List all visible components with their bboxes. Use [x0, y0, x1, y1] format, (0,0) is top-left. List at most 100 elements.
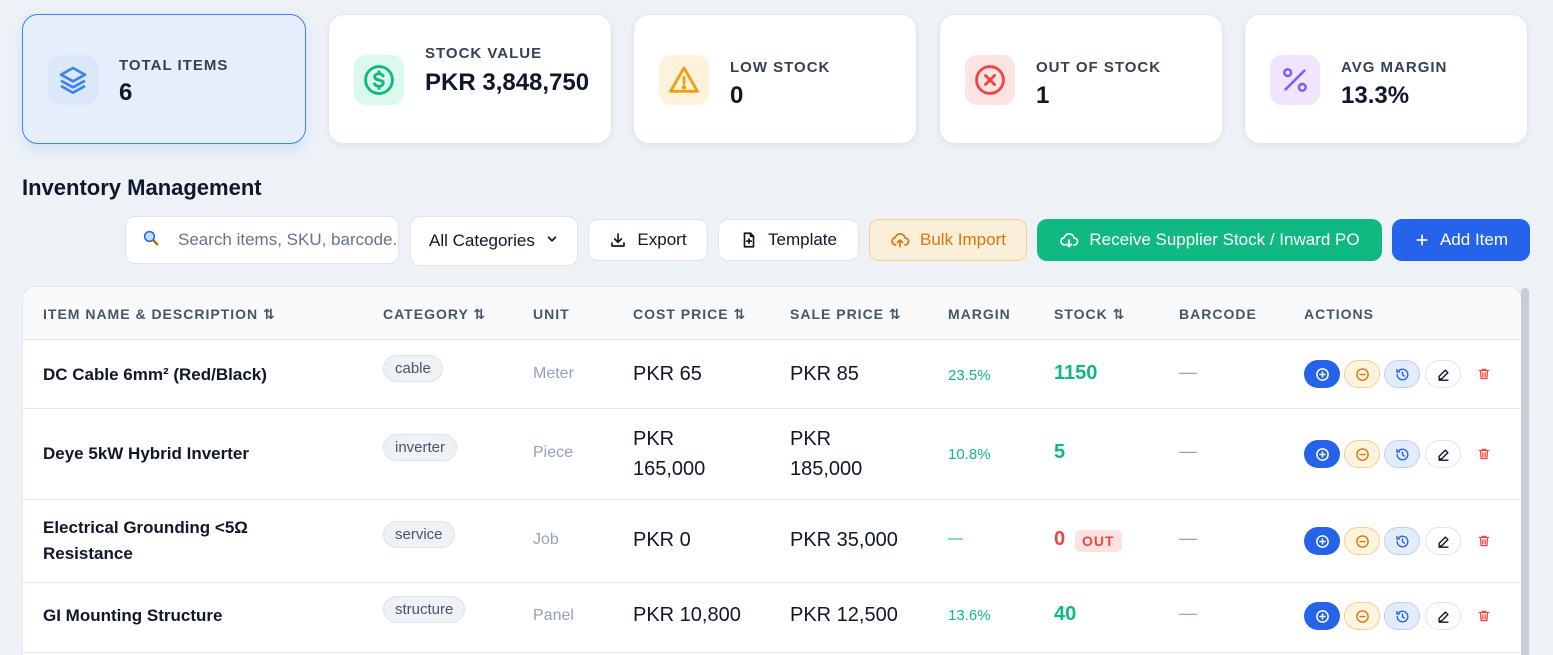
edit-button[interactable]: [1425, 602, 1461, 630]
out-of-stock-badge: OUT: [1075, 530, 1122, 552]
item-name: DC Cable 6mm² (Red/Black): [43, 365, 267, 384]
category-badge: cable: [383, 355, 443, 382]
delete-button[interactable]: [1472, 527, 1496, 555]
table-scrollbar[interactable]: [1521, 288, 1529, 655]
add-item-button[interactable]: Add Item: [1392, 219, 1530, 261]
edit-icon: [1437, 448, 1449, 461]
remove-stock-button[interactable]: [1344, 440, 1380, 468]
edit-icon: [1437, 610, 1449, 623]
barcode-value: —: [1179, 603, 1197, 623]
margin-value: —: [948, 530, 963, 547]
barcode-value: —: [1179, 362, 1197, 382]
column-header-barcode: BARCODE: [1179, 306, 1257, 322]
column-header-stock[interactable]: STOCK ⇅: [1054, 306, 1126, 322]
stat-card-avg-margin[interactable]: AVG MARGIN 13.3%: [1244, 14, 1528, 144]
stat-label: TOTAL ITEMS: [119, 57, 229, 74]
category-select-value: All Categories: [429, 231, 535, 250]
x-circle-icon: [965, 55, 1015, 105]
add-stock-button[interactable]: [1304, 360, 1340, 388]
category-badge: inverter: [383, 434, 458, 461]
bulk-import-button[interactable]: Bulk Import: [869, 219, 1027, 261]
cost-price: PKR 65: [633, 363, 702, 385]
search-input[interactable]: [178, 230, 398, 250]
item-unit: Meter: [533, 365, 574, 382]
stat-label: OUT OF STOCK: [1036, 59, 1162, 76]
add-stock-button[interactable]: [1304, 440, 1340, 468]
add-stock-button[interactable]: [1304, 602, 1340, 630]
margin-value: 10.8%: [948, 446, 991, 463]
stat-value: 0: [730, 82, 744, 109]
item-unit: Piece: [533, 444, 574, 461]
sale-price: PKR 185,000: [790, 428, 863, 480]
column-header-sale[interactable]: SALE PRICE ⇅: [790, 306, 902, 322]
delete-button[interactable]: [1472, 602, 1496, 630]
table-row: Electrical Grounding <5Ω Resistance serv…: [23, 500, 1521, 583]
history-button[interactable]: [1384, 360, 1420, 388]
margin-value: 23.5%: [948, 367, 991, 384]
stat-card-low-stock[interactable]: LOW STOCK 0: [633, 14, 917, 144]
receive-supplier-stock-button[interactable]: Receive Supplier Stock / Inward PO: [1037, 219, 1382, 261]
edit-icon: [1437, 535, 1449, 548]
item-unit: Job: [533, 531, 559, 548]
edit-button[interactable]: [1425, 440, 1461, 468]
column-header-unit: UNIT: [533, 306, 570, 322]
page-title: Inventory Management: [22, 175, 262, 200]
column-header-name[interactable]: ITEM NAME & DESCRIPTION ⇅: [43, 306, 276, 322]
table-row: Deye 5kW Hybrid Inverter inverter Piece …: [23, 409, 1521, 500]
minus-circle-icon: [1355, 447, 1369, 461]
receive-supplier-stock-label: Receive Supplier Stock / Inward PO: [1089, 230, 1360, 249]
bulk-import-label: Bulk Import: [920, 230, 1006, 249]
trash-icon: [1478, 610, 1490, 622]
stat-value: 6: [119, 79, 133, 106]
plus-circle-icon: [1315, 534, 1329, 548]
history-button[interactable]: [1384, 602, 1420, 630]
history-button[interactable]: [1384, 440, 1420, 468]
sale-price: PKR 35,000: [790, 529, 898, 551]
stat-card-total-items[interactable]: TOTAL ITEMS 6: [22, 14, 306, 144]
edit-button[interactable]: [1425, 360, 1461, 388]
search-box[interactable]: [125, 216, 399, 264]
minus-circle-icon: [1355, 534, 1369, 548]
column-header-cost[interactable]: COST PRICE ⇅: [633, 306, 747, 322]
history-icon: [1395, 368, 1408, 380]
column-header-category[interactable]: CATEGORY ⇅: [383, 306, 487, 322]
sale-price: PKR 12,500: [790, 604, 898, 626]
remove-stock-button[interactable]: [1344, 602, 1380, 630]
table-row: DC Cable 6mm² (Red/Black) cable Meter PK…: [23, 340, 1521, 409]
download-icon: [611, 233, 626, 247]
template-button[interactable]: Template: [718, 219, 859, 261]
delete-button[interactable]: [1472, 440, 1496, 468]
item-name: Electrical Grounding <5Ω Resistance: [43, 518, 248, 563]
add-item-label: Add Item: [1439, 230, 1509, 249]
cost-price: PKR 0: [633, 529, 691, 551]
edit-button[interactable]: [1425, 527, 1461, 555]
cloud-upload-icon: [891, 233, 910, 248]
history-button[interactable]: [1384, 527, 1420, 555]
edit-icon: [1437, 368, 1449, 381]
item-name: GI Mounting Structure: [43, 606, 223, 625]
stock-value: 40: [1054, 603, 1077, 625]
stat-card-out-of-stock[interactable]: OUT OF STOCK 1: [939, 14, 1223, 144]
category-select[interactable]: All Categories: [410, 216, 578, 266]
chevron-down-icon: [545, 231, 569, 251]
minus-circle-icon: [1355, 367, 1369, 381]
table-row: GI Mounting Structure structure Panel PK…: [23, 583, 1521, 653]
delete-button[interactable]: [1472, 360, 1496, 388]
search-icon: [142, 229, 170, 252]
category-badge: service: [383, 521, 455, 548]
trash-icon: [1478, 448, 1490, 460]
stat-card-stock-value[interactable]: STOCK VALUE PKR 3,848,750: [328, 14, 612, 144]
remove-stock-button[interactable]: [1344, 527, 1380, 555]
history-icon: [1395, 535, 1408, 547]
remove-stock-button[interactable]: [1344, 360, 1380, 388]
percent-icon: [1270, 55, 1320, 105]
file-plus-icon: [743, 232, 755, 248]
cost-price: PKR 165,000: [633, 428, 706, 480]
column-header-actions: ACTIONS: [1304, 306, 1374, 322]
history-icon: [1395, 610, 1408, 622]
plus-circle-icon: [1315, 447, 1329, 461]
add-stock-button[interactable]: [1304, 527, 1340, 555]
export-button[interactable]: Export: [588, 219, 708, 261]
margin-value: 13.6%: [948, 607, 991, 624]
minus-circle-icon: [1355, 609, 1369, 623]
